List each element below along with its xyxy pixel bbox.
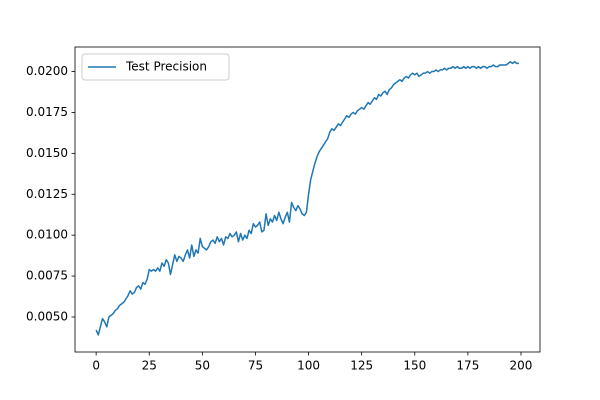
y-tick-label: 0.0150 <box>26 146 68 160</box>
x-tick-label: 0 <box>92 359 100 373</box>
x-tick-label: 25 <box>142 359 157 373</box>
axes-frame <box>74 46 541 353</box>
legend-label: Test Precision <box>125 60 207 74</box>
y-tick-label: 0.0200 <box>26 64 68 78</box>
x-tick-label: 175 <box>456 359 479 373</box>
y-tick-label: 0.0100 <box>26 228 68 242</box>
x-tick-label: 150 <box>403 359 426 373</box>
data-line <box>95 60 519 336</box>
legend-box <box>81 53 230 81</box>
x-tick-label: 75 <box>248 359 263 373</box>
x-tick-label: 100 <box>297 359 320 373</box>
y-tick-label: 0.0075 <box>26 269 68 283</box>
y-tick-label: 0.0125 <box>26 187 68 201</box>
x-tick-label: 200 <box>510 359 533 373</box>
y-tick-label: 0.0175 <box>26 105 68 119</box>
y-tick-label: 0.0050 <box>26 309 68 323</box>
x-tick-label: 125 <box>350 359 373 373</box>
x-tick-label: 50 <box>195 359 210 373</box>
